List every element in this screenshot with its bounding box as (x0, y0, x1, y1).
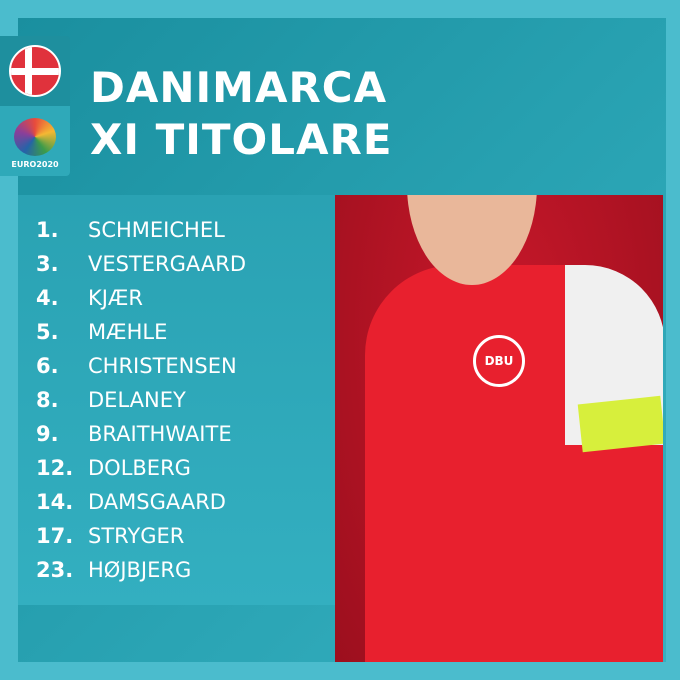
player-row: 14. DAMSGAARD (36, 488, 246, 522)
player-row: 17. STRYGER (36, 522, 246, 556)
player-name: STRYGER (88, 524, 185, 548)
lineup-list: 1. SCHMEICHEL 3. VESTERGAARD 4. KJÆR 5. MÆHLE 6.… (36, 216, 246, 590)
player-number: 12. (36, 456, 74, 480)
player-number: 1. (36, 218, 59, 242)
player-number: 17. (36, 524, 74, 548)
player-number: 23. (36, 558, 74, 582)
player-row: 3. VESTERGAARD (36, 250, 246, 284)
title-line-2: XI TITOLARE (90, 115, 393, 164)
player-number: 9. (36, 422, 59, 446)
player-name: KJÆR (88, 286, 144, 310)
player-row: 4. KJÆR (36, 284, 246, 318)
player-row: 12. DOLBERG (36, 454, 246, 488)
euro2020-logo-text: EURO2020 (11, 160, 59, 169)
denmark-flag-icon (9, 45, 61, 97)
player-name: HØJBJERG (88, 558, 192, 582)
player-photo: DBU (335, 195, 663, 662)
player-number: 4. (36, 286, 59, 310)
euro2020-trophy-icon (14, 118, 56, 156)
player-row: 23. HØJBJERG (36, 556, 246, 590)
page-title: DANIMARCA XI TITOLARE (90, 62, 393, 166)
player-row: 5. MÆHLE (36, 318, 246, 352)
player-number: 8. (36, 388, 59, 412)
player-name: SCHMEICHEL (88, 218, 225, 242)
player-name: BRAITHWAITE (88, 422, 232, 446)
captain-armband (577, 395, 663, 453)
player-number: 6. (36, 354, 59, 378)
player-name: VESTERGAARD (88, 252, 247, 276)
badge-card: EURO2020 (0, 36, 70, 176)
player-row: 6. CHRISTENSEN (36, 352, 246, 386)
player-name: DAMSGAARD (88, 490, 226, 514)
player-name: MÆHLE (88, 320, 168, 344)
lineup-panel (18, 195, 336, 605)
player-number: 14. (36, 490, 74, 514)
title-line-1: DANIMARCA (90, 63, 388, 112)
player-name: DELANEY (88, 388, 186, 412)
player-row: 9. BRAITHWAITE (36, 420, 246, 454)
player-name: DOLBERG (88, 456, 191, 480)
player-row: 8. DELANEY (36, 386, 246, 420)
player-number: 5. (36, 320, 59, 344)
player-name: CHRISTENSEN (88, 354, 237, 378)
player-number: 3. (36, 252, 59, 276)
dbu-crest: DBU (473, 335, 525, 387)
player-row: 1. SCHMEICHEL (36, 216, 246, 250)
